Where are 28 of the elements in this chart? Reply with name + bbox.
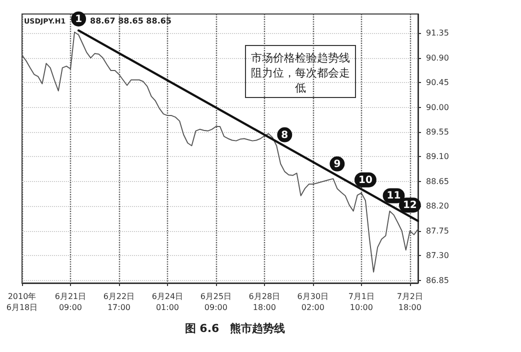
annotation: 1	[75, 14, 82, 25]
y-tick-label: 86.85	[426, 276, 449, 285]
y-tick-label: 89.10	[426, 152, 449, 162]
x-tick-label: 6月28日 18:00	[248, 292, 280, 312]
annotation: 10	[358, 174, 372, 186]
x-tick-label: 6月22日 17:00	[103, 292, 135, 312]
annotation: 88.67 88.65 88.65	[90, 16, 172, 26]
x-tick-label: 7月2日 18:00	[396, 292, 424, 312]
y-tick-label: 89.55	[426, 128, 449, 137]
x-tick-label: 6月25日 09:00	[200, 292, 232, 312]
y-tick-label: 88.20	[426, 202, 449, 211]
text: 图 6.6 熊市趋势线	[184, 322, 286, 335]
annotation: 9	[334, 158, 341, 170]
x-tick-label: 7月1日 10:00	[348, 292, 375, 312]
y-tick-label: 87.30	[426, 251, 449, 260]
x-tick-label: 6月24日 01:00	[152, 292, 184, 312]
y-tick-label: 87.75	[426, 226, 449, 236]
annotation: 8	[281, 130, 288, 141]
annotation: 11	[386, 190, 401, 202]
y-tick-label: 91.35	[426, 28, 449, 38]
y-tick-label: 88.65	[426, 176, 449, 186]
y-tick-label: 90.90	[426, 53, 449, 62]
y-tick-label: 90.45	[426, 78, 449, 88]
x-tick-label: 2010年 6月18日	[6, 292, 38, 312]
y-tick-label: 90.00	[426, 102, 449, 112]
x-tick-label: 6月30日 02:00	[297, 292, 329, 312]
annotation: 12	[402, 200, 417, 212]
x-tick-label: 6月21日 09:00	[54, 292, 86, 312]
